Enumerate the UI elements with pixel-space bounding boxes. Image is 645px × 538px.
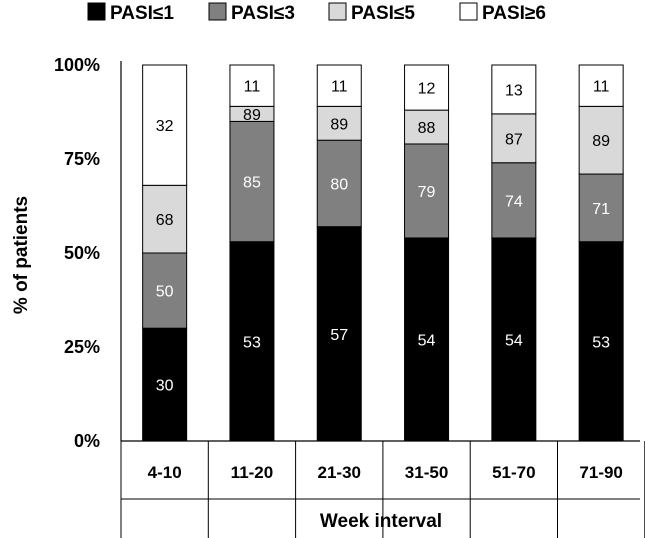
data-label: 13	[505, 82, 523, 99]
x-axis: 4-10 11-20 21-30 31-50 51-70 71-90	[120, 440, 645, 538]
bar-segment-3-71-90	[578, 105, 624, 175]
data-label: 54	[505, 332, 523, 349]
bar-segment-4-51-70	[491, 64, 537, 115]
data-label: 53	[243, 334, 261, 351]
data-label: 11	[331, 79, 348, 96]
data-label: 12	[418, 81, 436, 98]
bar-segment-4-4-10	[142, 64, 188, 186]
bar-segment-4-71-90	[578, 64, 624, 107]
legend-swatch-3	[328, 2, 347, 21]
legend-swatch-4	[459, 2, 478, 21]
bar-segment-2-21-30	[316, 139, 362, 228]
y-axis-title: % of patients	[11, 196, 32, 314]
bar-segment-1-71-90	[578, 241, 624, 442]
legend-label-1: PASI≤1	[110, 3, 174, 24]
x-tick-label-31-50: 31-50	[405, 463, 448, 482]
data-label: 53	[592, 334, 610, 351]
data-label: 89	[330, 116, 348, 133]
bars: 30 50 68 32 53 85 89 11 57 80 89 11 54 79 88 12 54 74 87 13…	[142, 64, 624, 442]
y-tick-label: 25%	[64, 337, 100, 357]
data-label: 71	[592, 201, 610, 218]
bar-segment-1-21-30	[316, 226, 362, 442]
bar-segment-4-11-20	[229, 64, 275, 107]
legend-swatch-1	[87, 2, 106, 21]
bar-segment-4-31-50	[404, 64, 450, 111]
bar-segment-1-11-20	[229, 241, 275, 442]
bar-segment-1-31-50	[404, 237, 450, 442]
legend-label-2: PASI≤3	[231, 3, 295, 24]
data-label: 11	[593, 79, 610, 96]
x-tick-label-4-10: 4-10	[148, 463, 182, 482]
x-tick-label-51-70: 51-70	[492, 463, 535, 482]
legend-label-4: PASI≥6	[482, 3, 546, 24]
legend-label-3: PASI≤5	[351, 3, 415, 24]
data-label: 32	[156, 118, 174, 135]
bar-segment-4-21-30	[316, 64, 362, 107]
y-tick-label: 75%	[64, 149, 100, 169]
data-label: 68	[156, 212, 174, 229]
data-label: 30	[156, 378, 174, 395]
bar-segment-3-51-70	[491, 113, 537, 164]
bar-segment-2-4-10	[142, 252, 188, 329]
legend-swatch-2	[208, 2, 227, 21]
bar-segment-2-11-20	[229, 120, 275, 243]
data-label: 79	[418, 184, 436, 201]
x-tick-label-11-20: 11-20	[231, 463, 274, 482]
data-label: 89	[243, 107, 261, 124]
data-label: 80	[330, 176, 348, 193]
data-label: 11	[244, 79, 261, 96]
x-axis-title: Week interval	[320, 511, 442, 532]
bar-segment-2-71-90	[578, 173, 624, 243]
data-label: 87	[505, 131, 523, 148]
data-label: 88	[418, 120, 436, 137]
bar-segment-2-51-70	[491, 162, 537, 239]
x-tick-label-21-30: 21-30	[318, 463, 361, 482]
data-label: 74	[505, 193, 523, 210]
y-tick-label: 0%	[74, 431, 100, 451]
y-tick-label: 50%	[64, 243, 100, 263]
data-label: 89	[592, 133, 610, 150]
bar-segment-1-51-70	[491, 237, 537, 442]
bar-segment-2-31-50	[404, 143, 450, 239]
data-label: 85	[243, 175, 261, 192]
x-tick-label-71-90: 71-90	[579, 463, 622, 482]
y-axis: 0% 25% 50% 75% 100%	[54, 55, 122, 451]
data-label: 50	[156, 284, 174, 301]
y-tick-label: 100%	[54, 55, 100, 75]
legend: PASI≤1 PASI≤3 PASI≤5 PASI≥6	[87, 2, 546, 24]
data-label: 57	[330, 327, 348, 344]
data-label: 54	[418, 332, 436, 349]
